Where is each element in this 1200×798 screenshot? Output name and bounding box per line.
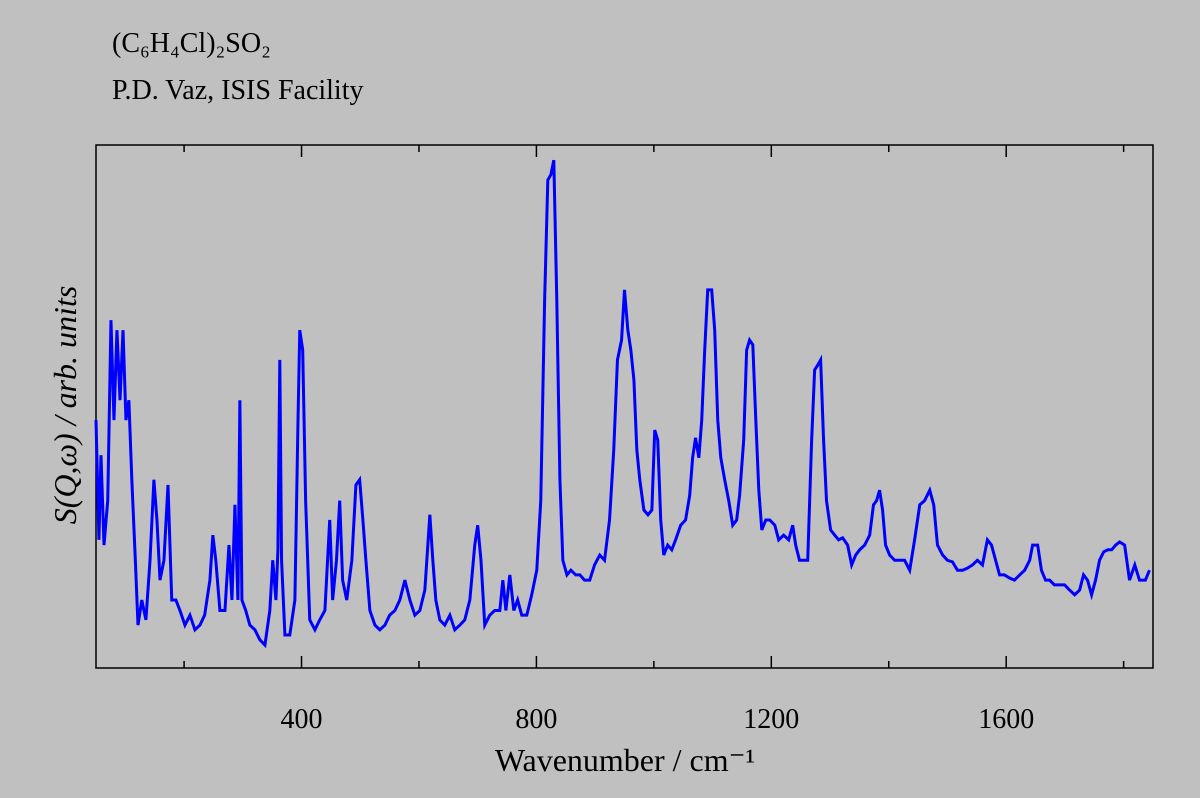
chart-subtitle: P.D. Vaz, ISIS Facility xyxy=(112,75,364,106)
x-tick-label: 1200 xyxy=(743,704,799,735)
x-axis-label: Wavenumber / cm⁻¹ xyxy=(495,742,755,778)
x-tick-label: 800 xyxy=(515,704,557,735)
spectrum-line xyxy=(94,159,1151,649)
chart-title: (C₆H₄Cl)₂SO₂ xyxy=(112,28,271,59)
y-axis-label: S(Q,ω) / arb. units xyxy=(47,286,83,525)
plot-frame xyxy=(95,144,1154,669)
x-tick-label: 1600 xyxy=(978,704,1034,735)
x-tick-label: 400 xyxy=(281,704,323,735)
